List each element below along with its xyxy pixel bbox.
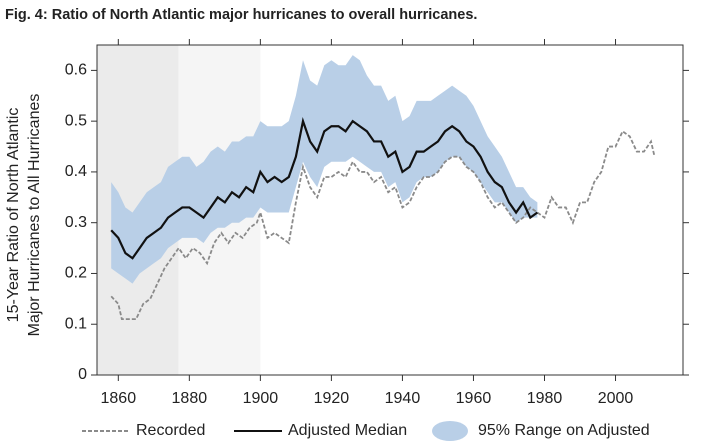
x-tick-label: 1880 xyxy=(172,390,208,407)
x-tick-label: 1960 xyxy=(456,390,492,407)
x-tick-label: 1940 xyxy=(385,390,421,407)
y-tick-label: 0.5 xyxy=(65,112,87,129)
x-tick-label: 1980 xyxy=(527,390,563,407)
x-tick-label: 1920 xyxy=(314,390,350,407)
y-tick-label: 0.2 xyxy=(65,265,87,282)
y-axis-label: 15-Year Ratio of North Atlantic xyxy=(5,108,22,323)
y-tick-label: 0 xyxy=(78,366,87,383)
x-tick-label: 1860 xyxy=(101,390,137,407)
legend-label: 95% Range on Adjusted xyxy=(478,422,650,439)
y-tick-label: 0.6 xyxy=(65,62,87,79)
data-line xyxy=(110,129,656,321)
legend-label: Recorded xyxy=(136,422,205,439)
y-axis-label: Major Hurricanes to All Hurricanes xyxy=(26,94,43,337)
x-tick-label: 2000 xyxy=(598,390,634,407)
x-tick-label: 1900 xyxy=(243,390,279,407)
confidence-band xyxy=(111,55,538,284)
legend-swatch xyxy=(432,421,468,441)
y-tick-label: 0.1 xyxy=(65,315,87,332)
legend-label: Adjusted Median xyxy=(288,422,407,439)
data-line xyxy=(110,116,539,260)
chart-title: Fig. 4: Ratio of North Atlantic major hu… xyxy=(5,7,477,23)
y-tick-label: 0.3 xyxy=(65,214,87,231)
plot-frame xyxy=(96,44,684,376)
y-tick-label: 0.4 xyxy=(65,163,87,180)
